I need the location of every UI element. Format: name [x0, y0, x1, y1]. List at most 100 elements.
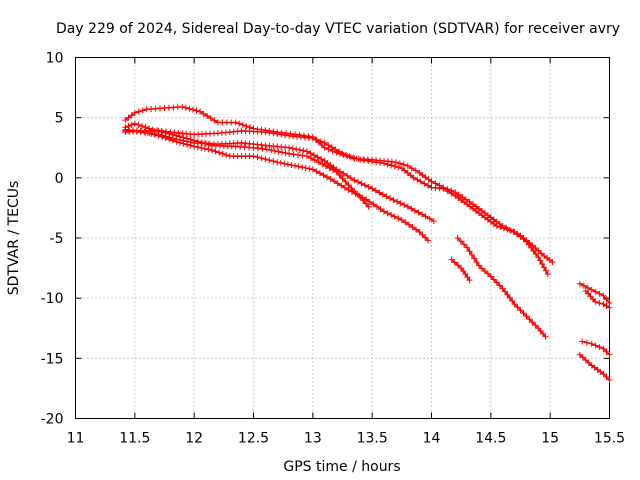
x-tick-label: 15	[541, 431, 559, 447]
data-point	[542, 267, 549, 274]
data-point	[520, 310, 527, 317]
data-point	[499, 285, 506, 292]
data-point	[334, 180, 341, 187]
data-point	[169, 137, 176, 144]
data-point	[274, 130, 281, 137]
data-point	[523, 313, 530, 320]
data-point	[303, 153, 310, 160]
data-point	[266, 129, 273, 136]
data-point	[205, 141, 212, 148]
data-point	[430, 218, 437, 225]
data-point	[201, 140, 208, 147]
data-point	[271, 147, 278, 154]
data-point	[191, 137, 198, 144]
data-point	[243, 123, 250, 130]
x-tick-label: 11	[67, 431, 85, 447]
data-point	[339, 175, 346, 182]
data-point	[404, 203, 411, 210]
series-line	[125, 122, 549, 275]
data-point	[331, 178, 338, 185]
data-point	[459, 194, 466, 201]
data-point	[302, 164, 309, 171]
x-axis-label: GPS time / hours	[283, 459, 400, 475]
data-point	[600, 345, 607, 352]
data-point	[419, 231, 426, 238]
data-point	[391, 163, 398, 170]
data-point	[341, 184, 348, 191]
data-point	[391, 213, 398, 220]
data-point	[281, 160, 288, 167]
x-tick-label: 12	[185, 431, 203, 447]
data-point	[232, 119, 239, 126]
data-point	[309, 166, 316, 173]
data-point	[262, 156, 269, 163]
data-point	[299, 164, 306, 171]
data-point	[277, 159, 284, 166]
data-point	[458, 265, 465, 272]
series-arc-5	[122, 127, 372, 210]
series-arc-11	[576, 351, 613, 383]
data-point	[606, 351, 613, 358]
data-point	[293, 146, 300, 153]
data-point	[204, 112, 211, 119]
data-point	[383, 193, 390, 200]
data-point	[539, 260, 546, 267]
data-point	[314, 154, 321, 161]
data-point	[295, 151, 301, 158]
data-point	[397, 200, 404, 207]
data-point	[588, 286, 595, 293]
data-point	[484, 270, 491, 277]
data-point	[343, 151, 350, 158]
data-point	[159, 128, 166, 135]
data-point	[388, 211, 395, 218]
data-point	[311, 152, 318, 159]
series-arc-3	[122, 127, 437, 225]
data-point	[336, 172, 343, 179]
series-arc-10	[579, 338, 613, 358]
data-point	[309, 135, 316, 142]
data-point	[128, 112, 135, 119]
data-point	[455, 191, 462, 198]
data-point	[324, 174, 331, 181]
data-point	[422, 234, 429, 241]
data-point	[526, 316, 533, 323]
data-point	[180, 140, 187, 147]
data-point	[339, 150, 346, 157]
x-tick-label: 15.5	[594, 431, 625, 447]
data-point	[197, 108, 204, 115]
data-point	[384, 210, 391, 217]
data-point	[320, 172, 327, 179]
data-point	[596, 299, 603, 306]
data-point	[468, 251, 475, 258]
data-point	[475, 262, 482, 269]
series-arc-6	[454, 235, 549, 340]
data-point	[313, 136, 320, 143]
data-point	[223, 151, 230, 158]
data-point	[381, 160, 388, 167]
data-point	[270, 158, 277, 165]
data-point	[448, 256, 455, 263]
data-point	[506, 294, 513, 301]
data-point	[357, 194, 364, 201]
y-axis-label: SDTVAR / TECUs	[6, 181, 22, 296]
data-point	[149, 126, 156, 133]
data-point	[395, 164, 402, 171]
data-point	[187, 142, 194, 149]
data-point	[500, 225, 507, 232]
data-point	[454, 235, 461, 241]
data-point	[409, 224, 416, 231]
data-point	[155, 127, 162, 134]
data-point	[316, 170, 323, 177]
data-point	[345, 182, 352, 189]
data-point	[262, 129, 269, 136]
data-point	[537, 257, 544, 264]
data-point	[466, 248, 473, 255]
data-point	[138, 123, 145, 130]
data-point	[330, 166, 337, 173]
data-point	[415, 209, 422, 216]
x-tick-label: 11.5	[119, 431, 150, 447]
data-point	[236, 120, 243, 127]
data-point	[422, 213, 429, 220]
data-point	[250, 144, 257, 151]
data-point	[354, 178, 361, 185]
